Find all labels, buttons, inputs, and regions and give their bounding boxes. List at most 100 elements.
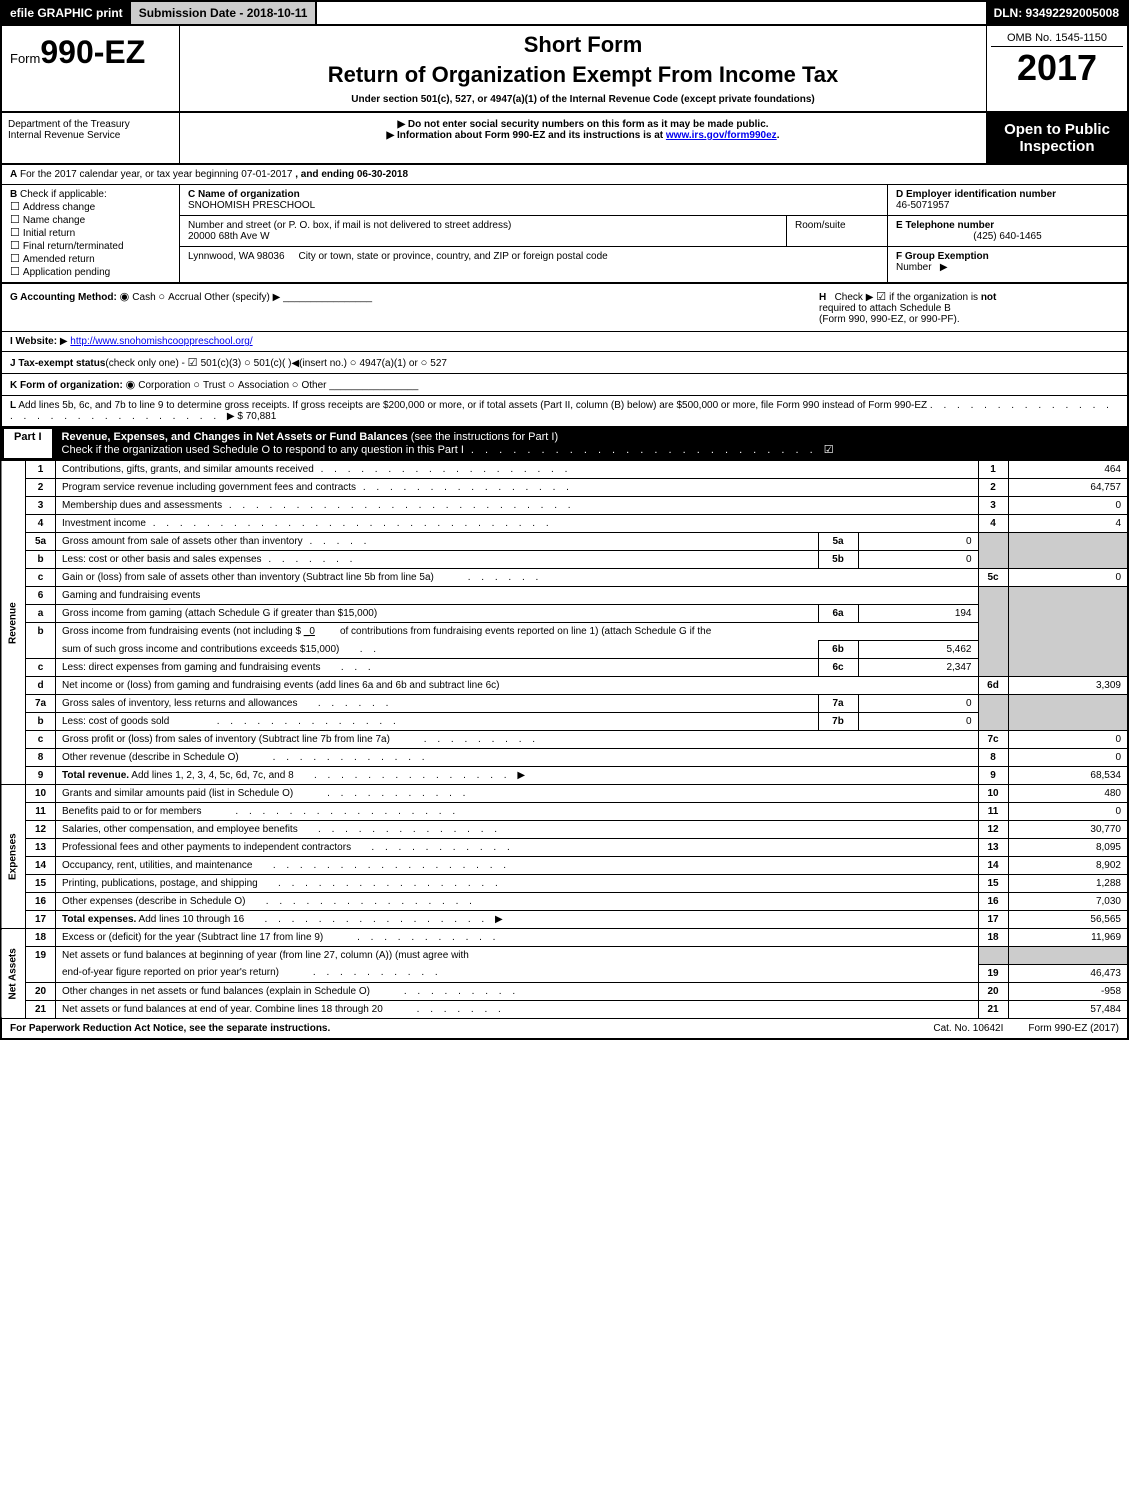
line-8: 8Other revenue (describe in Schedule O) … [1, 749, 1128, 767]
line-18: Net Assets 18Excess or (deficit) for the… [1, 929, 1128, 947]
open-public-2: Inspection [995, 138, 1119, 155]
street-cell: Number and street (or P. O. box, if mail… [180, 216, 787, 246]
line-20: 20Other changes in net assets or fund ba… [1, 982, 1128, 1000]
side-revenue: Revenue [1, 461, 26, 785]
rad-501c[interactable]: 501(c)( ) [244, 358, 292, 369]
g-label: G Accounting Method: [10, 292, 117, 303]
h-not: not [981, 292, 997, 303]
website-link[interactable]: http://www.snohomishcooppreschool.org/ [70, 336, 252, 347]
rad-association[interactable]: Association [228, 380, 289, 391]
street-label: Number and street (or P. O. box, if mail… [188, 220, 511, 231]
title-box: Short Form Return of Organization Exempt… [180, 26, 987, 111]
h-box: H Check ▶ if the organization is not req… [819, 290, 1119, 325]
d-label: D Employer identification number [896, 189, 1056, 200]
form-number: 990-EZ [40, 34, 145, 70]
l-label: L [10, 400, 16, 411]
short-form-label: Short Form [186, 32, 980, 58]
line-5c: cGain or (loss) from sale of assets othe… [1, 569, 1128, 587]
g-other[interactable]: Other (specify) ▶ [204, 292, 280, 303]
part-1-check: Check if the organization used Schedule … [62, 444, 464, 456]
open-to-public-box: Open to Public Inspection [987, 113, 1127, 163]
footer: For Paperwork Reduction Act Notice, see … [0, 1019, 1129, 1040]
chk-schedule-o[interactable] [824, 444, 834, 456]
f-arrow: ▶ [940, 262, 948, 273]
line-12: 12Salaries, other compensation, and empl… [1, 821, 1128, 839]
chk-501c3[interactable]: 501(c)(3) [188, 358, 242, 369]
line-6d: dNet income or (loss) from gaming and fu… [1, 677, 1128, 695]
under-section: Under section 501(c), 527, or 4947(a)(1)… [186, 94, 980, 105]
chk-name-change[interactable]: Name change [10, 213, 171, 226]
ssn-warning: Do not enter social security numbers on … [186, 119, 980, 130]
return-title: Return of Organization Exempt From Incom… [186, 62, 980, 88]
line-21: 21Net assets or fund balances at end of … [1, 1000, 1128, 1018]
department-box: Department of the Treasury Internal Reve… [2, 113, 180, 163]
part-1-header: Part I Revenue, Expenses, and Changes in… [0, 427, 1129, 460]
line-10: Expenses 10Grants and similar amounts pa… [1, 785, 1128, 803]
f-label: F Group Exemption [896, 251, 989, 262]
rad-trust[interactable]: Trust [193, 380, 225, 391]
form-number-box: Form990-EZ [2, 26, 180, 111]
form-ref: Form 990-EZ (2017) [1028, 1023, 1119, 1034]
dln-label: DLN: 93492292005008 [986, 2, 1127, 24]
line-9: 9Total revenue. Add lines 1, 2, 3, 4, 5c… [1, 767, 1128, 785]
header-row-2: Department of the Treasury Internal Reve… [0, 113, 1129, 165]
section-b-row: B Check if applicable: Address change Na… [0, 185, 1129, 284]
h-text2: required to attach Schedule B [819, 303, 951, 314]
section-l: L Add lines 5b, 6c, and 7b to line 9 to … [0, 396, 1129, 427]
form990ez-link[interactable]: www.irs.gov/form990ez [666, 130, 777, 141]
line-2: 2Program service revenue including gover… [1, 479, 1128, 497]
h-label: H [819, 292, 826, 303]
line-4: 4Investment income . . . . . . . . . . .… [1, 515, 1128, 533]
efile-print-button[interactable]: efile GRAPHIC print [2, 2, 131, 24]
line-6b-2: sum of such gross income and contributio… [1, 641, 1128, 659]
line-5b: bLess: cost or other basis and sales exp… [1, 551, 1128, 569]
h-check-label: Check ▶ [835, 292, 874, 303]
d-e-f-section: D Employer identification number 46-5071… [887, 185, 1127, 282]
footer-right: Cat. No. 10642I Form 990-EZ (2017) [933, 1023, 1119, 1034]
line-19b: end-of-year figure reported on prior yea… [1, 964, 1128, 982]
a-label: A [10, 169, 17, 180]
line-6: 6Gaming and fundraising events [1, 587, 1128, 605]
chk-amended-return[interactable]: Amended return [10, 252, 171, 265]
a-text: For the 2017 calendar year, or tax year … [20, 169, 292, 180]
part-1-title: Revenue, Expenses, and Changes in Net As… [54, 427, 1127, 460]
street-value: 20000 68th Ave W [188, 231, 270, 242]
l-value: $ 70,881 [237, 411, 276, 422]
chk-address-change[interactable]: Address change [10, 200, 171, 213]
line-3: 3Membership dues and assessments . . . .… [1, 497, 1128, 515]
line-13: 13Professional fees and other payments t… [1, 839, 1128, 857]
room-label: Room/suite [795, 220, 846, 231]
submission-date-button[interactable]: Submission Date - 2018-10-11 [131, 2, 318, 24]
a-end: , and ending 06-30-2018 [295, 169, 408, 180]
phone-value: (425) 640-1465 [896, 231, 1119, 242]
chk-schedule-b[interactable] [876, 292, 889, 303]
section-k: K Form of organization: Corporation Trus… [0, 374, 1129, 396]
chk-initial-return[interactable]: Initial return [10, 226, 171, 239]
e-label: E Telephone number [896, 220, 994, 231]
section-g-h: G Accounting Method: Cash Accrual Other … [0, 284, 1129, 332]
line-7a: 7aGross sales of inventory, less returns… [1, 695, 1128, 713]
rad-4947[interactable]: 4947(a)(1) or [350, 358, 418, 369]
part-1-label: Part I [4, 429, 52, 458]
i-label: I Website: [10, 336, 60, 347]
instructions-box: Do not enter social security numbers on … [180, 113, 987, 163]
c-label: C Name of organization [188, 189, 300, 200]
org-name: SNOHOMISH PRESCHOOL [188, 200, 315, 211]
b-label: B [10, 189, 17, 200]
chk-application-pending[interactable]: Application pending [10, 265, 171, 278]
rad-corporation[interactable]: Corporation [126, 380, 191, 391]
ein-value: 46-5071957 [896, 200, 949, 211]
line-7c: cGross profit or (loss) from sales of in… [1, 731, 1128, 749]
rad-cash[interactable]: Cash [120, 292, 156, 303]
info-line: Information about Form 990-EZ and its in… [186, 130, 980, 141]
line-15: 15Printing, publications, postage, and s… [1, 875, 1128, 893]
room-cell: Room/suite [787, 216, 887, 246]
rad-527[interactable]: 527 [421, 358, 447, 369]
rad-other-org[interactable]: Other [292, 380, 327, 391]
line-6b-1: bGross income from fundraising events (n… [1, 623, 1128, 641]
header-row-1: Form990-EZ Short Form Return of Organiza… [0, 26, 1129, 113]
rad-accrual[interactable]: Accrual [158, 292, 201, 303]
chk-final-return[interactable]: Final return/terminated [10, 239, 171, 252]
j-label: J Tax-exempt status [10, 358, 105, 369]
form-prefix: Form [10, 51, 40, 66]
